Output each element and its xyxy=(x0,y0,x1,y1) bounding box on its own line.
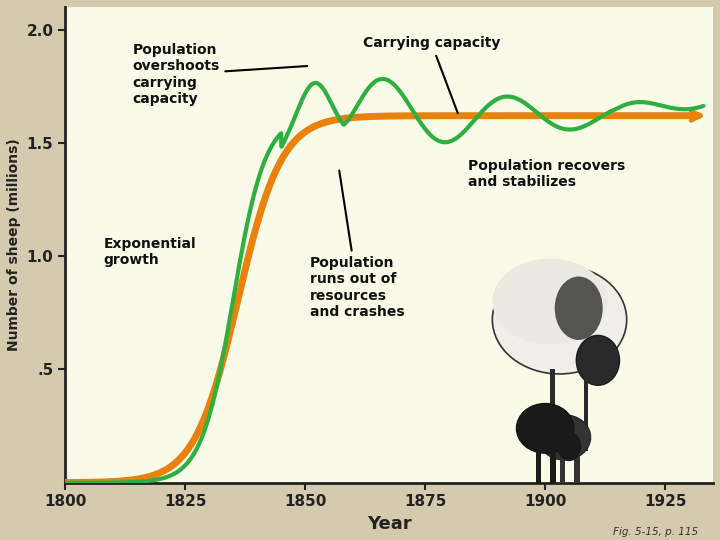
Y-axis label: Number of sheep (millions): Number of sheep (millions) xyxy=(7,138,21,351)
Ellipse shape xyxy=(492,259,608,345)
Ellipse shape xyxy=(554,276,603,340)
Polygon shape xyxy=(550,369,554,451)
X-axis label: Year: Year xyxy=(367,515,412,533)
Ellipse shape xyxy=(538,415,590,460)
Text: Exponential
growth: Exponential growth xyxy=(104,237,197,267)
Polygon shape xyxy=(583,369,588,451)
Ellipse shape xyxy=(576,335,619,385)
Text: Carrying capacity: Carrying capacity xyxy=(363,36,500,113)
Text: Fig. 5-15, p. 115: Fig. 5-15, p. 115 xyxy=(613,526,698,537)
Polygon shape xyxy=(536,451,541,496)
Text: Population
runs out of
resources
and crashes: Population runs out of resources and cra… xyxy=(310,171,405,319)
Ellipse shape xyxy=(557,431,581,461)
Polygon shape xyxy=(550,451,556,496)
Text: Population
overshoots
carrying
capacity: Population overshoots carrying capacity xyxy=(132,43,307,106)
Text: Population recovers
and stabilizes: Population recovers and stabilizes xyxy=(468,159,626,189)
Ellipse shape xyxy=(533,413,557,440)
Polygon shape xyxy=(559,456,565,501)
Ellipse shape xyxy=(492,265,626,374)
Polygon shape xyxy=(574,456,580,501)
Ellipse shape xyxy=(516,403,574,453)
